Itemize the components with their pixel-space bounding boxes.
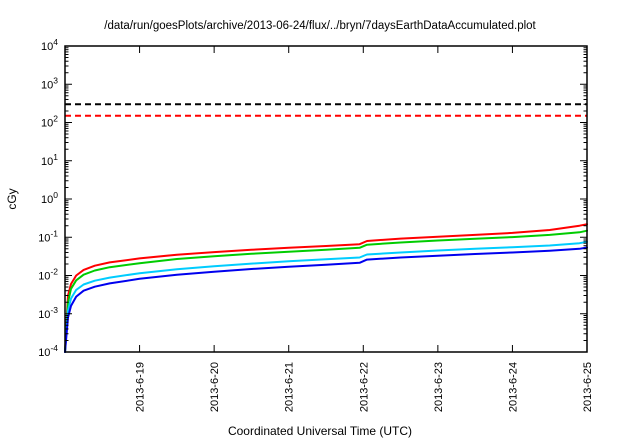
x-tick-label: 2013-6-25 [582, 362, 594, 412]
x-axis-label: Coordinated Universal Time (UTC) [227, 424, 413, 438]
y-tick-label: 103 [41, 75, 58, 91]
y-tick-label: 101 [41, 152, 58, 168]
x-tick-label: 2013-6-23 [433, 362, 445, 412]
y-tick-label: 104 [41, 37, 58, 53]
y-tick-label: 10-2 [38, 267, 58, 283]
y-tick-label: 10-3 [38, 305, 58, 321]
y-axis-label: cGy [5, 188, 19, 210]
y-tick-label: 100 [41, 190, 58, 206]
y-tick-label: 102 [41, 114, 58, 130]
chart-title: /data/run/goesPlots/archive/2013-06-24/f… [104, 20, 536, 32]
series-line-red [64, 223, 588, 353]
x-tick-label: 2013-6-19 [135, 362, 147, 412]
series-line-cyan [64, 240, 588, 353]
series-line-blue [64, 246, 588, 353]
y-tick-label: 10-4 [38, 343, 58, 359]
y-tick-label: 10-1 [38, 228, 58, 244]
x-tick-label: 2013-6-22 [358, 362, 370, 412]
x-tick-label: 2013-6-20 [209, 362, 221, 412]
x-tick-label: 2013-6-24 [507, 362, 519, 412]
x-tick-label: 2013-6-21 [284, 362, 296, 412]
plot-border [64, 45, 588, 353]
series-line-green [64, 229, 588, 353]
